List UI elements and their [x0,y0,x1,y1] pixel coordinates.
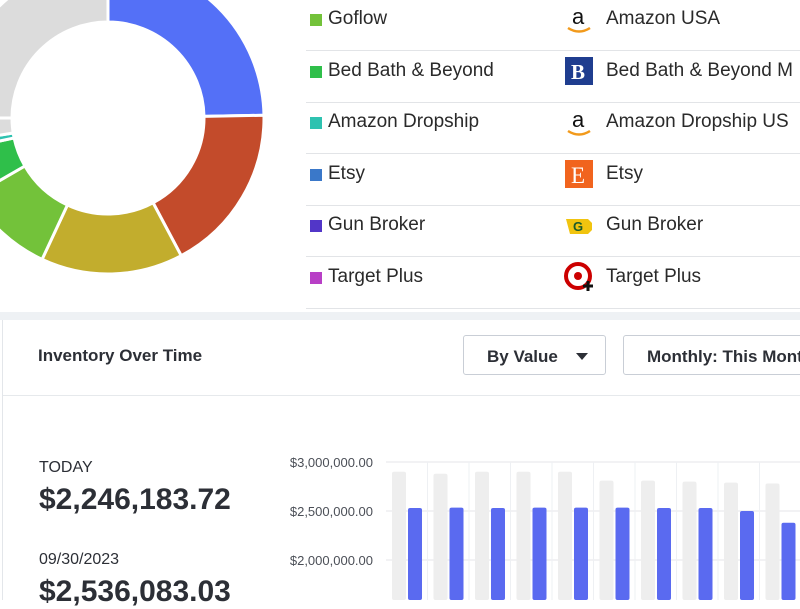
bar-value[interactable] [408,508,422,600]
legend-store-name: Etsy [606,162,643,184]
bar-value[interactable] [574,507,588,600]
legend-item[interactable]: Bed Bath & Beyond B Bed Bath & Beyond M [306,52,800,103]
legend-store-name: Amazon Dropship US [606,111,789,132]
bar-background[interactable] [475,471,489,600]
bar-background[interactable] [724,482,738,600]
legend-item[interactable]: Etsy E Etsy [306,155,800,206]
svg-text:B: B [571,60,585,84]
bar-background[interactable] [516,471,531,600]
gunbroker-logo-icon: G [564,210,594,240]
legend-store-name: Target Plus [606,265,702,287]
donut-segment-gray-2[interactable] [0,116,15,142]
channel-donut-chart [0,0,266,276]
legend-label: Gun Broker [328,214,426,235]
caret-down-icon [576,353,588,360]
bar-background[interactable] [433,473,448,600]
svg-text:G: G [573,219,583,234]
bar-background[interactable] [682,481,697,600]
etsy-logo-icon: E [564,159,594,189]
legend-store-name: Amazon USA [606,8,721,29]
inventory-bar-chart: $3,000,000.00 $2,500,000.00 $2,000,000.00 [290,455,800,600]
legend-swatch [310,65,322,78]
period-dropdown[interactable]: Monthly: This Month [623,335,800,375]
legend-item[interactable]: Target Plus Target Plus [306,258,800,309]
legend-label: Goflow [328,8,388,29]
bar-value[interactable] [781,522,796,600]
panel-header: Inventory Over Time By Value Monthly: Th… [3,320,800,396]
panel-title: Inventory Over Time [38,346,203,365]
by-value-dropdown-label: By Value [487,347,558,366]
bar-value[interactable] [615,507,630,600]
legend-swatch [310,168,322,181]
bar-background[interactable] [641,480,655,600]
bar-background[interactable] [599,480,614,600]
y-tick-label: $2,500,000.00 [290,504,373,519]
bar-value[interactable] [532,507,547,600]
legend-swatch [310,117,322,129]
channel-breakdown-panel: Goflow a Amazon USA Bed Bath & Beyond B Bed B… [0,0,800,309]
amazon-logo-icon: a [564,4,594,34]
y-tick-label: $2,000,000.00 [290,553,373,568]
today-label: TODAY [39,459,93,476]
amazon-logo-icon: a [564,107,594,137]
donut-segment-lime[interactable] [0,163,70,262]
legend-swatch [310,271,322,284]
legend-swatch [310,14,322,26]
legend-item[interactable]: Amazon Dropship a Amazon Dropship US [306,103,800,154]
by-value-dropdown[interactable]: By Value [463,335,606,375]
bar-background[interactable] [392,471,406,600]
legend-label: Bed Bath & Beyond [328,59,494,81]
legend-store-name: Bed Bath & Beyond M [606,59,793,81]
bar-value[interactable] [740,511,754,600]
donut-segment-gray[interactable] [0,0,110,120]
bar-value[interactable] [449,507,464,600]
target-plus-logo-icon [564,261,594,292]
svg-text:a: a [572,4,585,29]
period-dropdown-label: Monthly: This Month [647,347,800,366]
inventory-over-time-panel: Inventory Over Time By Value Monthly: Th… [2,320,800,608]
today-value: $2,246,183.72 [39,483,231,516]
legend-label: Amazon Dropship [328,111,480,132]
previous-date-label: 09/30/2023 [39,551,120,568]
bar-background[interactable] [765,483,780,600]
svg-text:E: E [571,163,585,188]
donut-segment-blue[interactable] [106,0,266,118]
legend-store-name: Gun Broker [606,214,704,235]
y-tick-label: $3,000,000.00 [290,455,373,470]
legend-item[interactable]: Gun Broker G Gun Broker [306,206,800,257]
bed-bath-beyond-logo-icon: B [564,56,594,86]
section-divider [0,312,800,320]
bar-value[interactable] [491,508,505,600]
legend-label: Target Plus [328,265,424,287]
legend-label: Etsy [328,162,365,184]
bar-background[interactable] [558,471,572,600]
donut-segment-green[interactable] [0,136,27,196]
legend-item[interactable]: Goflow a Amazon USA [306,0,800,51]
svg-text:a: a [572,107,585,132]
bar-value[interactable] [698,508,713,600]
legend-swatch [310,220,322,232]
bar-value[interactable] [657,508,671,600]
